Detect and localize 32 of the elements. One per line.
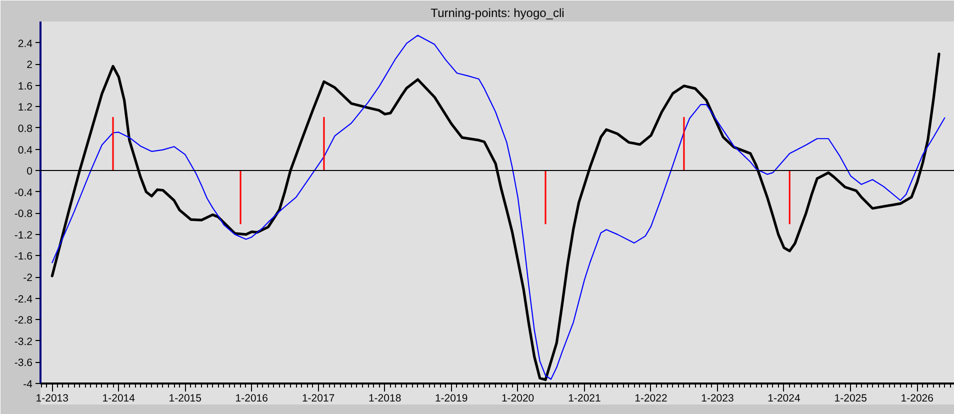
y-tick-label: -4 bbox=[23, 378, 33, 390]
y-tick-label: -0.4 bbox=[14, 186, 33, 199]
x-tick-label: 1-2021 bbox=[568, 392, 601, 404]
y-tick-label: 0 bbox=[26, 166, 33, 178]
x-tick-label: 1-2018 bbox=[368, 392, 402, 404]
y-tick-label: -2.8 bbox=[14, 314, 33, 327]
y-tick-label: -3.2 bbox=[14, 336, 33, 348]
x-tick-label: 1-2025 bbox=[834, 392, 868, 404]
x-tick-label: 1-2024 bbox=[768, 392, 800, 404]
y-tick-label: 2.4 bbox=[18, 38, 33, 50]
y-tick-label: 1.2 bbox=[18, 102, 33, 114]
y-tick-label: 0.4 bbox=[18, 144, 33, 156]
y-tick-label: 2 bbox=[26, 59, 33, 72]
y-tick-label: 0.8 bbox=[18, 122, 33, 135]
chart-title: Turning-points: hyogo_cli bbox=[430, 6, 564, 20]
y-tick-label: -2.4 bbox=[14, 293, 33, 306]
x-tick-label: 1-2015 bbox=[168, 392, 202, 404]
x-tick-label: 1-2022 bbox=[634, 392, 668, 404]
x-tick-label: 1-2020 bbox=[501, 392, 534, 404]
x-tick-label: 1-2023 bbox=[701, 392, 734, 404]
y-tick-label: -0.8 bbox=[14, 208, 33, 220]
y-tick-label: -1.6 bbox=[14, 250, 33, 263]
y-tick-label: -1.2 bbox=[14, 229, 33, 242]
y-tick-label: -3.6 bbox=[14, 357, 33, 370]
x-tick-label: 1-2016 bbox=[235, 392, 268, 404]
x-tick-label: 1-2017 bbox=[302, 392, 335, 404]
x-tick-label: 1-2019 bbox=[434, 392, 468, 404]
y-tick-label: 1.6 bbox=[18, 80, 33, 92]
x-tick-label: 1-2026 bbox=[900, 392, 934, 404]
x-tick-label: 1-2013 bbox=[36, 392, 69, 404]
y-tick-label: -2 bbox=[23, 272, 33, 284]
x-tick-label: 1-2014 bbox=[102, 392, 136, 404]
